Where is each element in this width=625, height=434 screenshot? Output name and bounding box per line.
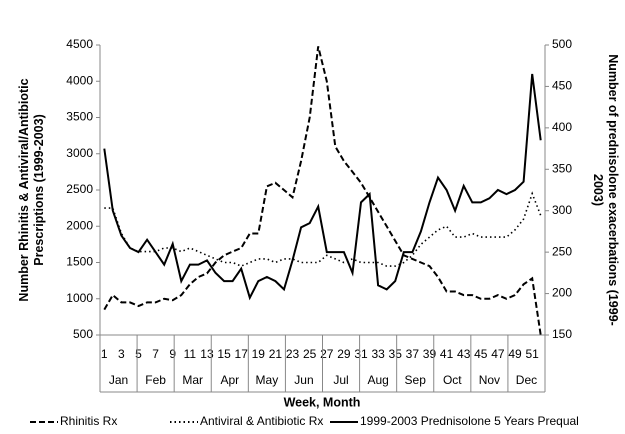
month-label: Jun	[294, 373, 313, 387]
x-tick-label: 19	[252, 347, 266, 361]
x-tick-label: 45	[474, 347, 488, 361]
x-tick-label: 17	[235, 347, 249, 361]
y2-tick-label: 400	[552, 120, 572, 134]
month-label: Feb	[145, 373, 166, 387]
x-tick-label: 23	[286, 347, 300, 361]
x-tick-label: 31	[354, 347, 368, 361]
y2-tick-label: 500	[552, 37, 572, 51]
month-label: Aug	[367, 373, 388, 387]
y-tick-label: 3500	[66, 110, 93, 124]
y2-tick-label: 200	[552, 286, 572, 300]
month-label: Jan	[109, 373, 128, 387]
y-tick-label: 3000	[66, 146, 93, 160]
month-label: Mar	[182, 373, 203, 387]
month-label: Oct	[443, 373, 462, 387]
x-tick-label: 21	[269, 347, 283, 361]
x-tick-label: 11	[184, 347, 197, 361]
month-label: Dec	[516, 373, 537, 387]
x-tick-label: 15	[217, 347, 231, 361]
y-tick-label: 2500	[66, 182, 93, 196]
y2-tick-label: 250	[552, 244, 572, 258]
x-tick-label: 13	[200, 347, 214, 361]
x-tick-label: 9	[169, 347, 176, 361]
x-tick-label: 25	[303, 347, 317, 361]
y-tick-label: 500	[73, 327, 93, 341]
y2-tick-label: 150	[552, 327, 572, 341]
x-tick-label: 39	[423, 347, 437, 361]
x-tick-label: 49	[508, 347, 522, 361]
month-label: Nov	[479, 373, 500, 387]
x-tick-label: 37	[406, 347, 420, 361]
x-tick-label: 43	[457, 347, 471, 361]
x-tick-label: 35	[389, 347, 403, 361]
y-tick-label: 1000	[66, 291, 93, 305]
y-axis-title-line: Prescriptions (1999-2003)	[32, 114, 46, 265]
x-tick-label: 3	[118, 347, 125, 361]
y2-axis-title-line: Number of prednisolone exacerbations (19…	[606, 54, 620, 326]
x-tick-label: 47	[491, 347, 505, 361]
y-axis-title-line: Number Rhinitis & Antiviral/Antibiotic	[17, 78, 31, 301]
y2-tick-label: 300	[552, 203, 572, 217]
y2-axis-title-line: 2003)	[591, 174, 605, 206]
legend-label: Rhinitis Rx	[60, 414, 117, 428]
x-tick-label: 41	[440, 347, 454, 361]
x-tick-label: 29	[337, 347, 351, 361]
month-label: Jul	[333, 373, 348, 387]
month-label: Apr	[220, 373, 239, 387]
legend-label: 1999-2003 Prednisolone 5 Years Prequal	[360, 414, 579, 428]
series-line	[103, 73, 542, 301]
y-tick-label: 4500	[66, 37, 93, 51]
series-line	[103, 46, 542, 336]
x-tick-label: 27	[320, 347, 334, 361]
y-axis-title: Number Rhinitis & Antiviral/AntibioticPr…	[17, 78, 46, 301]
x-axis-title: Week, Month	[284, 395, 361, 409]
x-tick-label: 33	[371, 347, 385, 361]
y2-tick-label: 450	[552, 79, 572, 93]
month-label: May	[256, 373, 279, 387]
y-tick-label: 4000	[66, 73, 93, 87]
x-tick-label: 51	[525, 347, 539, 361]
x-tick-label: 5	[135, 347, 142, 361]
y-tick-label: 2000	[66, 218, 93, 232]
y-tick-label: 1500	[66, 255, 93, 269]
y2-tick-label: 350	[552, 161, 572, 175]
x-tick-label: 7	[152, 347, 159, 361]
x-tick-label: 1	[101, 347, 108, 361]
legend-label: Antiviral & Antibiotic Rx	[200, 414, 323, 428]
month-label: Sep	[405, 373, 427, 387]
y2-axis-title: Number of prednisolone exacerbations (19…	[591, 54, 620, 326]
